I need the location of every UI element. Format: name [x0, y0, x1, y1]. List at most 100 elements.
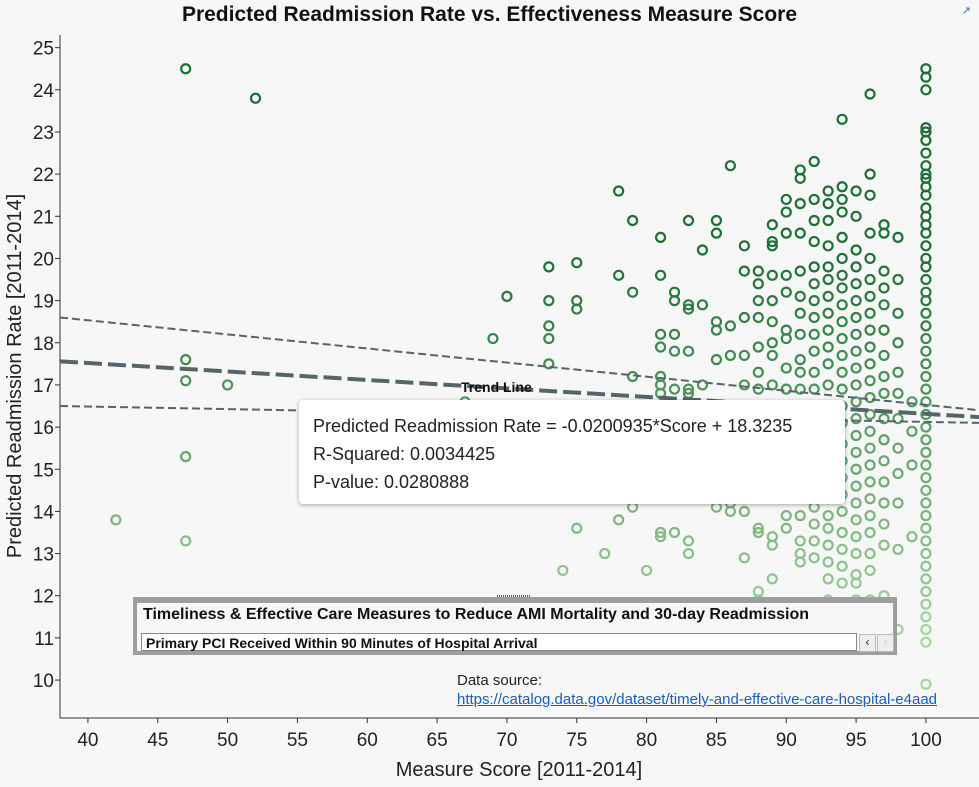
data-point — [878, 324, 890, 336]
data-point — [836, 560, 848, 572]
y-tick-label: 20 — [33, 249, 54, 270]
data-point — [613, 269, 625, 281]
data-point — [794, 383, 806, 395]
data-point — [822, 307, 834, 319]
data-point — [920, 261, 932, 273]
external-link-icon[interactable]: ↗ — [961, 5, 971, 17]
data-point — [808, 383, 820, 395]
data-point — [696, 379, 709, 391]
data-point — [892, 442, 904, 454]
data-point — [920, 547, 932, 560]
data-point — [780, 362, 792, 374]
y-tick-label: 23 — [33, 123, 54, 144]
data-point — [864, 375, 876, 387]
data-point — [780, 383, 792, 395]
data-source-link[interactable]: https://catalog.data.gov/dataset/timely-… — [457, 691, 937, 708]
data-point — [850, 261, 862, 273]
data-point — [864, 526, 876, 539]
data-point — [864, 252, 876, 265]
data-point — [627, 214, 639, 227]
data-point — [794, 535, 806, 547]
data-point — [654, 341, 667, 353]
data-point — [878, 518, 890, 530]
data-point — [808, 295, 820, 307]
data-point — [794, 172, 806, 184]
data-point — [738, 311, 750, 324]
data-point — [850, 379, 862, 391]
data-point — [850, 396, 862, 408]
y-tick-label: 21 — [33, 207, 54, 228]
data-point — [906, 396, 918, 408]
y-tick-label: 11 — [34, 629, 54, 650]
data-point — [710, 214, 723, 227]
data-point — [752, 383, 764, 395]
data-point — [571, 303, 583, 315]
data-point — [920, 307, 932, 319]
data-point — [836, 231, 848, 243]
data-point — [682, 303, 695, 315]
data-point — [920, 560, 932, 572]
data-point — [654, 531, 667, 543]
data-point — [878, 476, 890, 488]
y-tick-label: 16 — [33, 418, 54, 439]
data-point — [724, 505, 736, 518]
data-point — [920, 240, 932, 252]
data-point — [766, 573, 778, 585]
data-point — [892, 387, 904, 399]
data-point — [668, 328, 681, 340]
data-point — [864, 341, 876, 353]
data-point — [752, 366, 764, 378]
data-point — [864, 425, 876, 437]
data-point — [752, 526, 764, 539]
data-point — [654, 526, 667, 539]
y-tick-label: 18 — [33, 334, 54, 355]
chevron-left-icon[interactable]: ‹ — [859, 634, 876, 652]
data-point — [738, 379, 750, 391]
data-point — [864, 189, 876, 201]
data-point — [766, 219, 778, 231]
data-point — [682, 214, 695, 227]
data-point — [920, 147, 932, 159]
y-axis-label: Predicted Readmission Rate [2011-2014] — [4, 194, 26, 558]
data-point — [654, 328, 667, 340]
filter-selected-value[interactable]: Primary PCI Received Within 90 Minutes o… — [141, 633, 857, 651]
data-point — [794, 227, 806, 239]
data-point — [864, 408, 876, 421]
data-point — [752, 311, 764, 324]
data-point — [543, 320, 555, 332]
data-point — [696, 299, 709, 311]
data-point — [752, 295, 764, 307]
data-point — [836, 193, 848, 206]
data-point — [110, 514, 122, 526]
data-point — [864, 307, 876, 319]
data-point — [808, 501, 820, 513]
data-point — [892, 366, 904, 378]
data-point — [794, 290, 806, 302]
trend-line — [59, 359, 979, 420]
y-tick-label: 22 — [33, 165, 54, 186]
data-point — [920, 636, 932, 648]
data-point — [878, 387, 890, 399]
data-point — [850, 311, 862, 324]
data-point — [780, 227, 792, 239]
data-point — [682, 535, 695, 547]
data-point — [892, 273, 904, 286]
x-tick-label: 55 — [287, 730, 308, 751]
data-point — [920, 585, 932, 598]
data-point — [794, 198, 806, 210]
data-point — [892, 307, 904, 319]
data-point — [906, 531, 918, 543]
data-point — [738, 552, 750, 564]
data-point — [836, 332, 848, 345]
measure-filter: Timeliness & Effective Care Measures to … — [133, 597, 897, 655]
data-point — [766, 349, 778, 362]
x-tick-label: 75 — [566, 730, 587, 751]
data-point — [501, 290, 513, 302]
data-point — [627, 286, 639, 298]
chevron-right-icon[interactable]: › — [877, 634, 894, 652]
data-point — [920, 611, 932, 623]
data-point — [920, 332, 932, 345]
data-point — [696, 244, 709, 256]
data-point — [822, 261, 834, 273]
data-point — [822, 214, 834, 227]
